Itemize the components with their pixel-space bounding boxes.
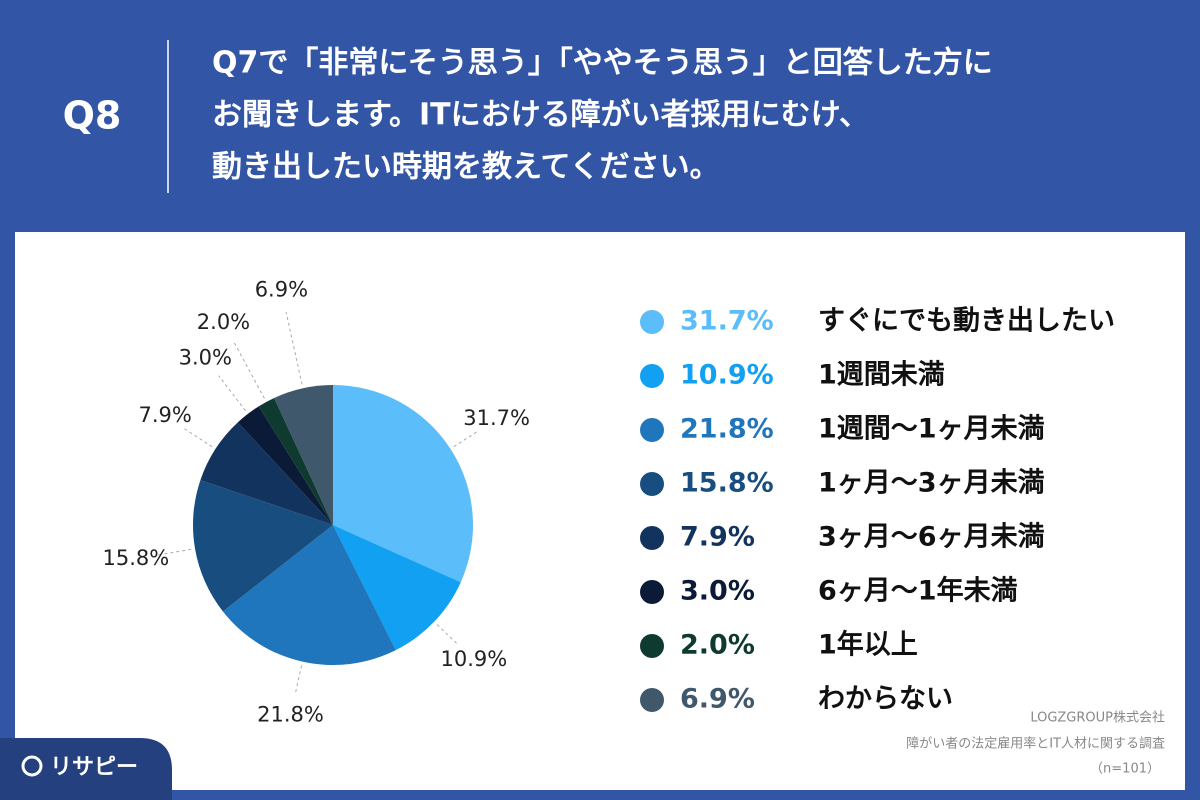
question-line: Q7で「非常にそう思う」「ややそう思う」と回答した方に <box>212 46 993 81</box>
legend-marker <box>640 634 664 658</box>
pie-slice <box>192 480 333 612</box>
footer-n: （n=101） <box>1090 762 1160 777</box>
footer-company: LOGZGROUP株式会社 <box>1030 710 1165 726</box>
question-line: お聞きします。ITにおける障がい者採用にむけ、 <box>212 98 869 133</box>
pie-label: 6.9% <box>255 278 308 302</box>
leader-line <box>294 665 303 694</box>
pie-chart: 31.7% 31.7% すぐにでも動き出したい 10.9% 10.9% 1週間未満 21.8… <box>103 278 1115 727</box>
legend-marker <box>640 472 664 496</box>
pie-label: 15.8% <box>103 546 170 570</box>
legend-value: 15.8% <box>680 468 774 499</box>
legend-label: 1週間〜1ヶ月未満 <box>818 414 1045 445</box>
question-number: Q8 <box>63 94 122 138</box>
pie-slice <box>274 385 333 525</box>
legend-marker <box>640 526 664 550</box>
legend-label: 1ヶ月〜3ヶ月未満 <box>818 468 1045 499</box>
legend-label: 6ヶ月〜1年未満 <box>818 575 1018 607</box>
legend-value: 31.7% <box>680 306 774 337</box>
question-line: 動き出したい時期を教えてください。 <box>212 150 720 185</box>
legend-value: 6.9% <box>680 684 755 715</box>
pie-label: 10.9% <box>441 647 508 671</box>
pie-slice <box>237 406 333 525</box>
pie-label: 31.7% <box>463 406 530 430</box>
leader-line <box>285 311 303 385</box>
legend-value: 7.9% <box>680 522 755 553</box>
legend-label: わからない <box>818 684 953 715</box>
pie-label: 2.0% <box>197 310 250 334</box>
pie-slice <box>258 397 333 525</box>
pie-label: 3.0% <box>179 345 232 369</box>
legend-marker <box>640 418 664 442</box>
pie-label: 7.9% <box>138 403 191 427</box>
pie-slice <box>333 525 461 651</box>
legend-marker <box>640 364 664 388</box>
footer-survey: 障がい者の法定雇用率とIT人材に関する調査 <box>906 736 1165 752</box>
legend-value: 10.9% <box>680 360 774 391</box>
pie-label: 21.8% <box>257 702 324 726</box>
pie-slice <box>333 385 474 583</box>
legend-marker <box>640 688 664 712</box>
logo-tab <box>0 738 172 800</box>
legend-marker <box>640 310 664 334</box>
legend-label: 1年以上 <box>818 629 918 661</box>
legend-value: 2.0% <box>680 630 755 661</box>
leader-line <box>453 430 479 448</box>
leader-line <box>233 341 265 399</box>
legend-label: 3ヶ月〜6ヶ月未満 <box>818 522 1045 553</box>
legend-value: 3.0% <box>680 576 755 607</box>
legend-label: すぐにでも動き出したい <box>818 306 1115 337</box>
leader-line <box>218 375 246 411</box>
logo: リサピー <box>50 755 138 780</box>
legend-value: 21.8% <box>680 414 774 445</box>
leader-line <box>436 624 459 645</box>
legend-marker <box>640 580 664 604</box>
pie-slice <box>222 525 396 665</box>
legend-label: 1週間未満 <box>818 360 945 391</box>
pie-slice <box>200 422 333 525</box>
logo-icon <box>21 755 43 777</box>
